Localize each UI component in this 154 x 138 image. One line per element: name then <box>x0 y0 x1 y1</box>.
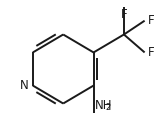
Text: NH: NH <box>95 99 112 112</box>
Text: F: F <box>121 8 127 21</box>
Text: F: F <box>147 46 154 59</box>
Text: F: F <box>147 14 154 27</box>
Text: N: N <box>20 79 29 92</box>
Text: 2: 2 <box>105 104 111 112</box>
